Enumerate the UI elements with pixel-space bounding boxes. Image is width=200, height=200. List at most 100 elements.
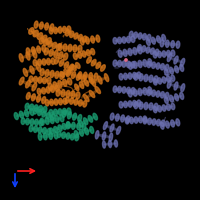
Ellipse shape: [82, 51, 86, 57]
Ellipse shape: [68, 44, 72, 52]
Ellipse shape: [113, 86, 117, 92]
Ellipse shape: [45, 70, 49, 77]
Ellipse shape: [119, 102, 123, 108]
Ellipse shape: [138, 88, 142, 96]
Ellipse shape: [175, 66, 179, 73]
Ellipse shape: [52, 42, 56, 49]
Ellipse shape: [47, 101, 65, 103]
Ellipse shape: [39, 88, 57, 92]
Ellipse shape: [86, 50, 90, 56]
Ellipse shape: [51, 29, 69, 31]
Ellipse shape: [42, 41, 58, 47]
Ellipse shape: [30, 104, 34, 110]
Ellipse shape: [157, 36, 161, 43]
Ellipse shape: [26, 118, 29, 125]
Ellipse shape: [152, 62, 156, 68]
Ellipse shape: [97, 134, 111, 138]
Ellipse shape: [22, 81, 34, 87]
Ellipse shape: [54, 132, 58, 139]
Ellipse shape: [162, 105, 166, 111]
Ellipse shape: [124, 73, 127, 80]
Ellipse shape: [130, 117, 133, 124]
Ellipse shape: [70, 134, 74, 140]
Ellipse shape: [146, 39, 150, 46]
Ellipse shape: [161, 120, 165, 126]
Ellipse shape: [162, 43, 178, 45]
Ellipse shape: [30, 119, 34, 125]
Ellipse shape: [49, 28, 53, 34]
Ellipse shape: [96, 62, 101, 69]
Ellipse shape: [142, 46, 146, 52]
Ellipse shape: [137, 72, 141, 78]
Ellipse shape: [33, 50, 37, 58]
Ellipse shape: [148, 59, 152, 66]
Ellipse shape: [128, 62, 132, 69]
Ellipse shape: [144, 74, 148, 82]
Ellipse shape: [95, 86, 101, 94]
Ellipse shape: [171, 75, 175, 81]
Ellipse shape: [59, 134, 77, 138]
Ellipse shape: [42, 88, 46, 94]
Ellipse shape: [146, 47, 150, 53]
Ellipse shape: [36, 24, 52, 28]
Ellipse shape: [72, 65, 76, 71]
Ellipse shape: [25, 103, 29, 110]
Ellipse shape: [42, 118, 62, 122]
Ellipse shape: [149, 75, 153, 82]
Ellipse shape: [84, 80, 89, 86]
Ellipse shape: [68, 67, 72, 73]
Ellipse shape: [59, 98, 62, 105]
Ellipse shape: [31, 31, 49, 41]
Ellipse shape: [35, 61, 53, 63]
Ellipse shape: [39, 22, 43, 29]
Ellipse shape: [160, 92, 164, 98]
Ellipse shape: [29, 125, 33, 132]
Ellipse shape: [78, 45, 82, 52]
Ellipse shape: [54, 50, 58, 58]
Ellipse shape: [40, 69, 44, 76]
Ellipse shape: [55, 116, 59, 123]
Ellipse shape: [133, 100, 136, 107]
Ellipse shape: [152, 119, 156, 125]
Ellipse shape: [33, 60, 37, 66]
Ellipse shape: [91, 36, 95, 43]
Ellipse shape: [49, 49, 53, 56]
Ellipse shape: [47, 128, 51, 135]
Ellipse shape: [155, 53, 173, 55]
Ellipse shape: [67, 100, 85, 104]
Ellipse shape: [38, 106, 42, 112]
Ellipse shape: [113, 60, 117, 66]
Ellipse shape: [68, 33, 84, 39]
Ellipse shape: [59, 52, 63, 59]
Ellipse shape: [34, 21, 38, 28]
Ellipse shape: [130, 62, 150, 66]
Ellipse shape: [60, 72, 64, 79]
Ellipse shape: [124, 101, 127, 108]
Ellipse shape: [55, 85, 59, 92]
Ellipse shape: [49, 128, 54, 134]
Ellipse shape: [71, 72, 76, 79]
Ellipse shape: [64, 69, 68, 75]
Ellipse shape: [32, 83, 37, 91]
Ellipse shape: [23, 121, 41, 123]
Ellipse shape: [79, 120, 83, 127]
Ellipse shape: [66, 133, 70, 139]
Ellipse shape: [64, 53, 68, 60]
Ellipse shape: [115, 89, 133, 91]
Ellipse shape: [78, 34, 82, 41]
Ellipse shape: [73, 113, 77, 120]
Ellipse shape: [153, 106, 157, 113]
Ellipse shape: [126, 116, 130, 123]
Ellipse shape: [123, 49, 127, 56]
Ellipse shape: [160, 64, 164, 70]
Ellipse shape: [62, 123, 66, 130]
Ellipse shape: [133, 48, 137, 55]
Ellipse shape: [50, 116, 54, 124]
Ellipse shape: [68, 73, 84, 79]
Ellipse shape: [84, 72, 87, 79]
Ellipse shape: [139, 47, 157, 53]
Ellipse shape: [134, 117, 138, 123]
Ellipse shape: [60, 115, 64, 122]
Ellipse shape: [36, 111, 52, 117]
Ellipse shape: [137, 45, 141, 51]
